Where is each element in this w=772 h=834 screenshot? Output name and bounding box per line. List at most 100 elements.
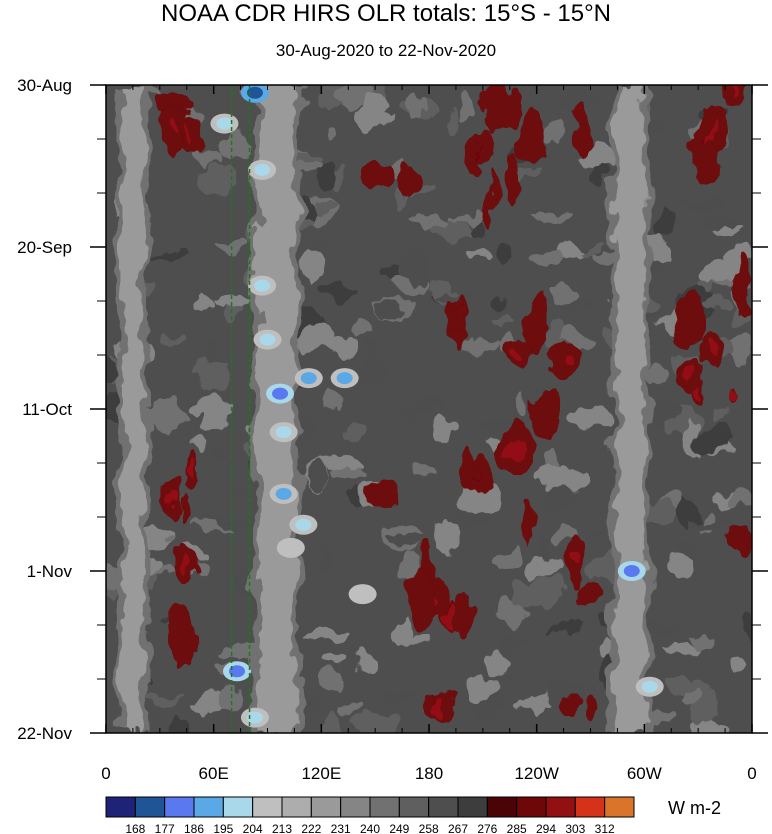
high-olr-patch [514, 113, 548, 163]
field-patch [320, 549, 333, 580]
x-tick-label: 180 [415, 764, 443, 783]
field-patch [516, 396, 530, 419]
field-patch [218, 238, 248, 250]
field-patch [323, 279, 353, 298]
field-patch [411, 213, 454, 227]
high-olr-core [181, 557, 192, 572]
field-patch [216, 688, 243, 710]
field-patch [546, 283, 580, 304]
colorbar-level-label: 285 [507, 822, 527, 834]
colorbar-level-label: 240 [360, 822, 380, 834]
high-olr-patch [407, 567, 435, 632]
field-patch [692, 714, 728, 733]
field-patch [340, 703, 357, 720]
high-olr-patch [459, 445, 476, 490]
field-patch [527, 556, 563, 576]
field-patch [700, 260, 742, 285]
convective-cell-core [336, 372, 353, 385]
x-tick-label: 0 [101, 764, 110, 783]
field-patch [147, 398, 189, 429]
field-patch [740, 613, 752, 638]
high-olr-band [155, 88, 201, 668]
field-patch [335, 85, 372, 111]
low-olr-band [258, 85, 295, 733]
convective-cell-core [228, 665, 245, 678]
field-patch [468, 220, 487, 234]
field-patch [202, 364, 227, 393]
field-patch [681, 198, 723, 212]
colorbar-level-label: 303 [565, 822, 585, 834]
colorbar: 168 177 186 195 204 213 222 231 240 249 258 267 276 2… [105, 796, 721, 834]
x-tick-label: 0 [747, 764, 756, 783]
high-olr-patch [733, 257, 749, 319]
field-patch [532, 248, 566, 265]
high-olr-patch [363, 161, 391, 188]
high-olr-patch [465, 133, 480, 182]
field-patch [191, 148, 227, 165]
field-patch [561, 86, 599, 117]
convective-cell-core [254, 163, 271, 176]
colorbar-box [604, 796, 635, 818]
field-patch [584, 529, 610, 538]
field-patch [202, 164, 237, 194]
y-tick-label: 30-Aug [17, 76, 72, 95]
field-patch [647, 123, 667, 145]
x-tick-label: 120E [301, 764, 341, 783]
high-olr-core [727, 386, 740, 403]
colorbar-box [193, 796, 224, 818]
field-patch [332, 467, 368, 479]
reference-lines [230, 85, 251, 733]
colorbar-level-label: 186 [184, 822, 204, 834]
colorbar-level-label: 312 [595, 822, 615, 834]
convective-cell-core [246, 711, 263, 724]
field-patch [494, 245, 514, 263]
field-patch [560, 330, 592, 348]
low-olr-band [123, 85, 142, 733]
field-patch [324, 125, 338, 143]
field-patch [301, 256, 326, 278]
high-olr-core [514, 344, 525, 355]
high-olr-patch [727, 525, 749, 552]
colorbar-box [486, 796, 518, 818]
field-patch [308, 200, 340, 217]
high-olr-patch [394, 165, 419, 197]
field-patch [490, 294, 509, 309]
field-patch [649, 365, 668, 382]
high-olr-core [172, 123, 180, 134]
high-olr-patch [165, 603, 198, 668]
field-patch [727, 492, 752, 508]
field-patch [358, 357, 389, 388]
field-patch [143, 694, 187, 703]
field-patch [190, 398, 233, 416]
field-patch [321, 666, 349, 690]
colorbar-level-label: 168 [125, 822, 145, 834]
y-tick-label: 11-Oct [22, 400, 72, 419]
field-patch [570, 404, 608, 429]
field-patch [409, 90, 423, 122]
colorbar-level-label: 276 [477, 822, 497, 834]
high-olr-patch [562, 688, 582, 715]
convective-cell-core [259, 333, 276, 346]
field-patch [715, 227, 751, 237]
colorbar-level-label: 231 [331, 822, 351, 834]
field-patch [413, 462, 436, 478]
field-patch [546, 119, 564, 140]
convective-cell-core [216, 117, 233, 130]
field-patch [440, 109, 459, 134]
field-patch [546, 623, 588, 634]
field-texture [106, 85, 752, 733]
field-patch [355, 712, 395, 733]
field-patch [474, 694, 508, 719]
high-olr-patch [453, 596, 476, 636]
field-patch [541, 487, 579, 510]
convective-cell-core [641, 680, 658, 693]
field-patch [693, 691, 707, 703]
field-patch [691, 519, 733, 530]
colorbar-box [574, 796, 606, 818]
field-patch [537, 533, 553, 562]
field-patch [391, 617, 411, 646]
x-tick-label: 60W [627, 764, 662, 783]
field-patch [162, 535, 177, 546]
low-olr-band [617, 85, 645, 733]
